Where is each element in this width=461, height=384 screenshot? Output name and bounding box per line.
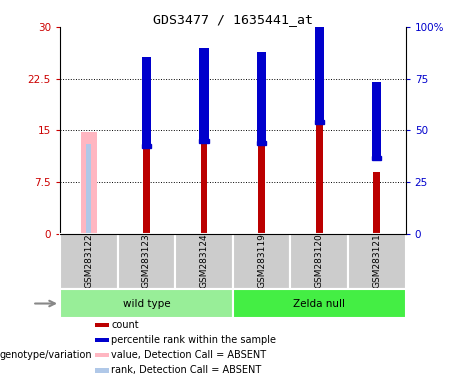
Text: genotype/variation: genotype/variation [0,350,93,360]
Text: GSM283122: GSM283122 [84,233,93,288]
Text: wild type: wild type [123,298,170,308]
Bar [257,141,266,145]
Bar [373,172,380,234]
Text: GSM283123: GSM283123 [142,233,151,288]
Bar [258,143,265,234]
Bar [95,369,109,372]
Bar [143,131,150,234]
Bar [199,139,208,143]
Bar [199,48,208,143]
Text: GSM283121: GSM283121 [372,233,381,288]
Title: GDS3477 / 1635441_at: GDS3477 / 1635441_at [153,13,313,26]
Bar [95,323,109,327]
Bar [316,67,323,234]
Bar [95,353,109,358]
FancyBboxPatch shape [233,234,290,289]
Bar [142,57,151,148]
Text: Zelda null: Zelda null [293,298,345,308]
Text: GSM283120: GSM283120 [315,233,324,288]
Bar [86,144,91,234]
FancyBboxPatch shape [60,234,118,289]
Bar [257,52,266,145]
Text: count: count [112,320,139,330]
Bar [314,10,324,124]
Bar [201,126,207,234]
FancyBboxPatch shape [175,234,233,289]
Text: rank, Detection Call = ABSENT: rank, Detection Call = ABSENT [112,366,262,376]
FancyBboxPatch shape [290,234,348,289]
Text: percentile rank within the sample: percentile rank within the sample [112,335,277,345]
FancyBboxPatch shape [348,234,406,289]
Bar [314,120,324,124]
Bar [372,156,382,160]
FancyBboxPatch shape [60,289,233,318]
Bar [95,338,109,342]
Text: value, Detection Call = ABSENT: value, Detection Call = ABSENT [112,350,266,360]
Bar [372,82,382,160]
Text: GSM283119: GSM283119 [257,233,266,288]
FancyBboxPatch shape [118,234,175,289]
Bar [142,144,151,148]
Text: GSM283124: GSM283124 [200,233,208,288]
FancyBboxPatch shape [233,289,406,318]
Bar [81,132,97,234]
